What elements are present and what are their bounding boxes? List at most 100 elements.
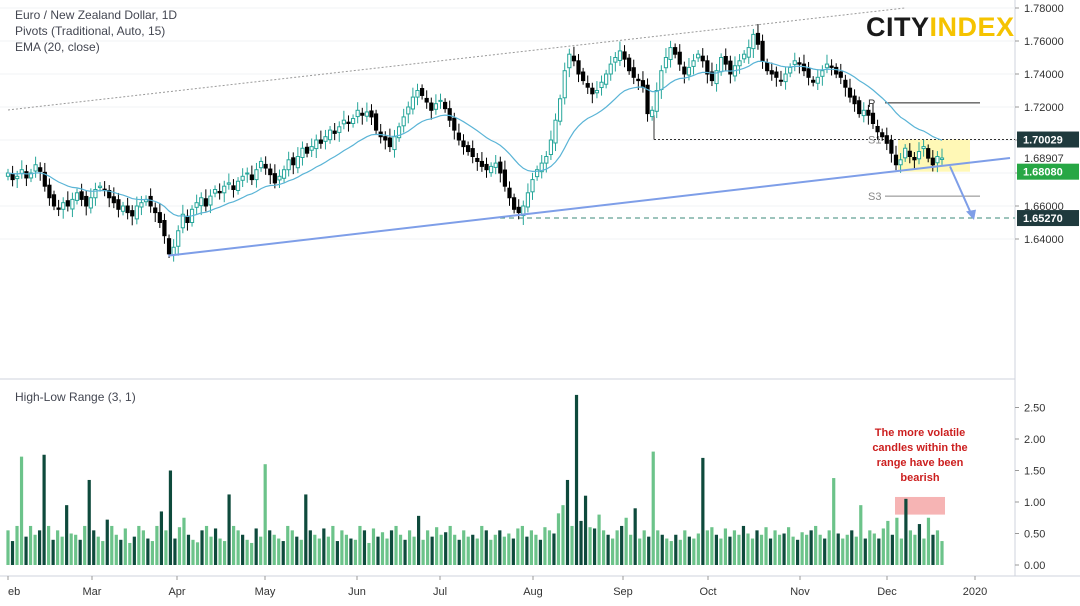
range-bar: [398, 534, 403, 565]
range-bar: [177, 527, 182, 565]
candle-body: [286, 159, 291, 171]
range-bar: [583, 495, 588, 565]
range-bar: [277, 538, 281, 565]
range-bar: [750, 538, 755, 565]
pivots-legend: Pivots (Traditional, Auto, 15): [15, 24, 166, 38]
candle-body: [627, 57, 632, 72]
range-bar: [69, 533, 73, 565]
candle-body: [332, 130, 337, 134]
candle-body: [659, 70, 664, 91]
logo-part-2: INDEX: [929, 12, 1015, 42]
range-bar: [150, 541, 154, 565]
candle-body: [304, 146, 310, 154]
candle-body: [700, 55, 705, 62]
range-bar: [931, 534, 935, 565]
candle-body: [309, 146, 314, 151]
candle-body: [116, 199, 121, 210]
candle-body: [783, 73, 788, 83]
range-bar: [51, 539, 55, 565]
candle-body: [567, 53, 572, 69]
range-bar: [868, 530, 872, 565]
time-tick-label: Jul: [433, 586, 447, 598]
range-bar: [200, 530, 204, 565]
range-bar: [701, 457, 705, 565]
range-bar: [935, 530, 940, 565]
range-tick-label: 1.50: [1024, 466, 1045, 478]
candle-body: [401, 116, 406, 127]
candle-body: [424, 97, 429, 103]
candle-body: [516, 206, 521, 214]
candle-body: [558, 98, 563, 122]
candle-body: [180, 213, 185, 229]
range-bar: [800, 532, 804, 565]
range-bar: [349, 538, 353, 565]
range-bar: [37, 530, 42, 565]
range-bar: [845, 534, 849, 565]
range-bar: [818, 534, 822, 565]
candle-body: [166, 238, 172, 255]
range-bar: [565, 479, 570, 565]
annotation-line-3: range have been: [876, 457, 964, 469]
range-bar: [683, 530, 687, 565]
range-bar: [877, 538, 881, 565]
range-bar: [448, 525, 452, 565]
candle-body: [719, 57, 724, 73]
range-tick-label: 0.50: [1024, 529, 1045, 541]
candle-body: [327, 129, 333, 141]
range-bar: [236, 530, 240, 565]
candle-body: [369, 110, 374, 118]
range-tick-label: 0.00: [1024, 560, 1045, 572]
range-bar: [597, 514, 601, 565]
range-bar: [886, 520, 890, 565]
range-bar: [570, 525, 574, 565]
range-bar: [574, 394, 579, 565]
candle-body: [525, 192, 531, 208]
time-tick-label: Sep: [613, 586, 633, 598]
range-bar: [827, 530, 831, 565]
lower-panel-title: High-Low Range (3, 1): [15, 390, 136, 404]
candle-body: [539, 162, 544, 173]
range-bar: [493, 534, 497, 565]
range-bar: [195, 542, 200, 565]
range-bar: [507, 533, 511, 565]
range-bar: [633, 508, 637, 565]
range-bar: [272, 534, 276, 565]
range-bar: [19, 456, 24, 565]
candle-body: [79, 191, 84, 200]
candle-body: [291, 157, 296, 166]
candle-body: [235, 180, 241, 191]
candle-body: [939, 157, 945, 160]
range-bar: [642, 530, 646, 565]
price-tag-label: 1.68080: [1023, 167, 1063, 179]
candle-body: [323, 136, 328, 142]
candle-body: [479, 160, 485, 167]
candle-body: [576, 60, 581, 75]
candle-body: [84, 195, 89, 207]
range-bar: [173, 538, 177, 565]
candle-body: [419, 88, 425, 96]
range-bar: [696, 533, 700, 565]
range-bar: [660, 534, 664, 565]
candle-body: [461, 140, 466, 148]
range-bar: [394, 525, 398, 565]
range-bar: [814, 525, 818, 565]
range-bar: [430, 536, 434, 565]
candle-body: [594, 90, 600, 94]
range-bar: [692, 538, 696, 565]
candle-body: [792, 60, 797, 65]
candle-body: [838, 71, 843, 78]
range-bar: [678, 539, 682, 565]
range-bar: [15, 525, 19, 565]
range-bar: [96, 536, 100, 565]
candle-body: [893, 154, 899, 166]
candle-body: [65, 200, 70, 207]
candle-body: [765, 62, 770, 72]
candle-body: [650, 109, 655, 118]
candle-body: [728, 60, 733, 75]
candle-body: [778, 79, 784, 82]
candle-body: [245, 172, 250, 175]
candle-body: [870, 112, 876, 124]
candle-body: [148, 195, 153, 207]
candle-body: [774, 71, 779, 78]
candle-body: [903, 147, 908, 159]
